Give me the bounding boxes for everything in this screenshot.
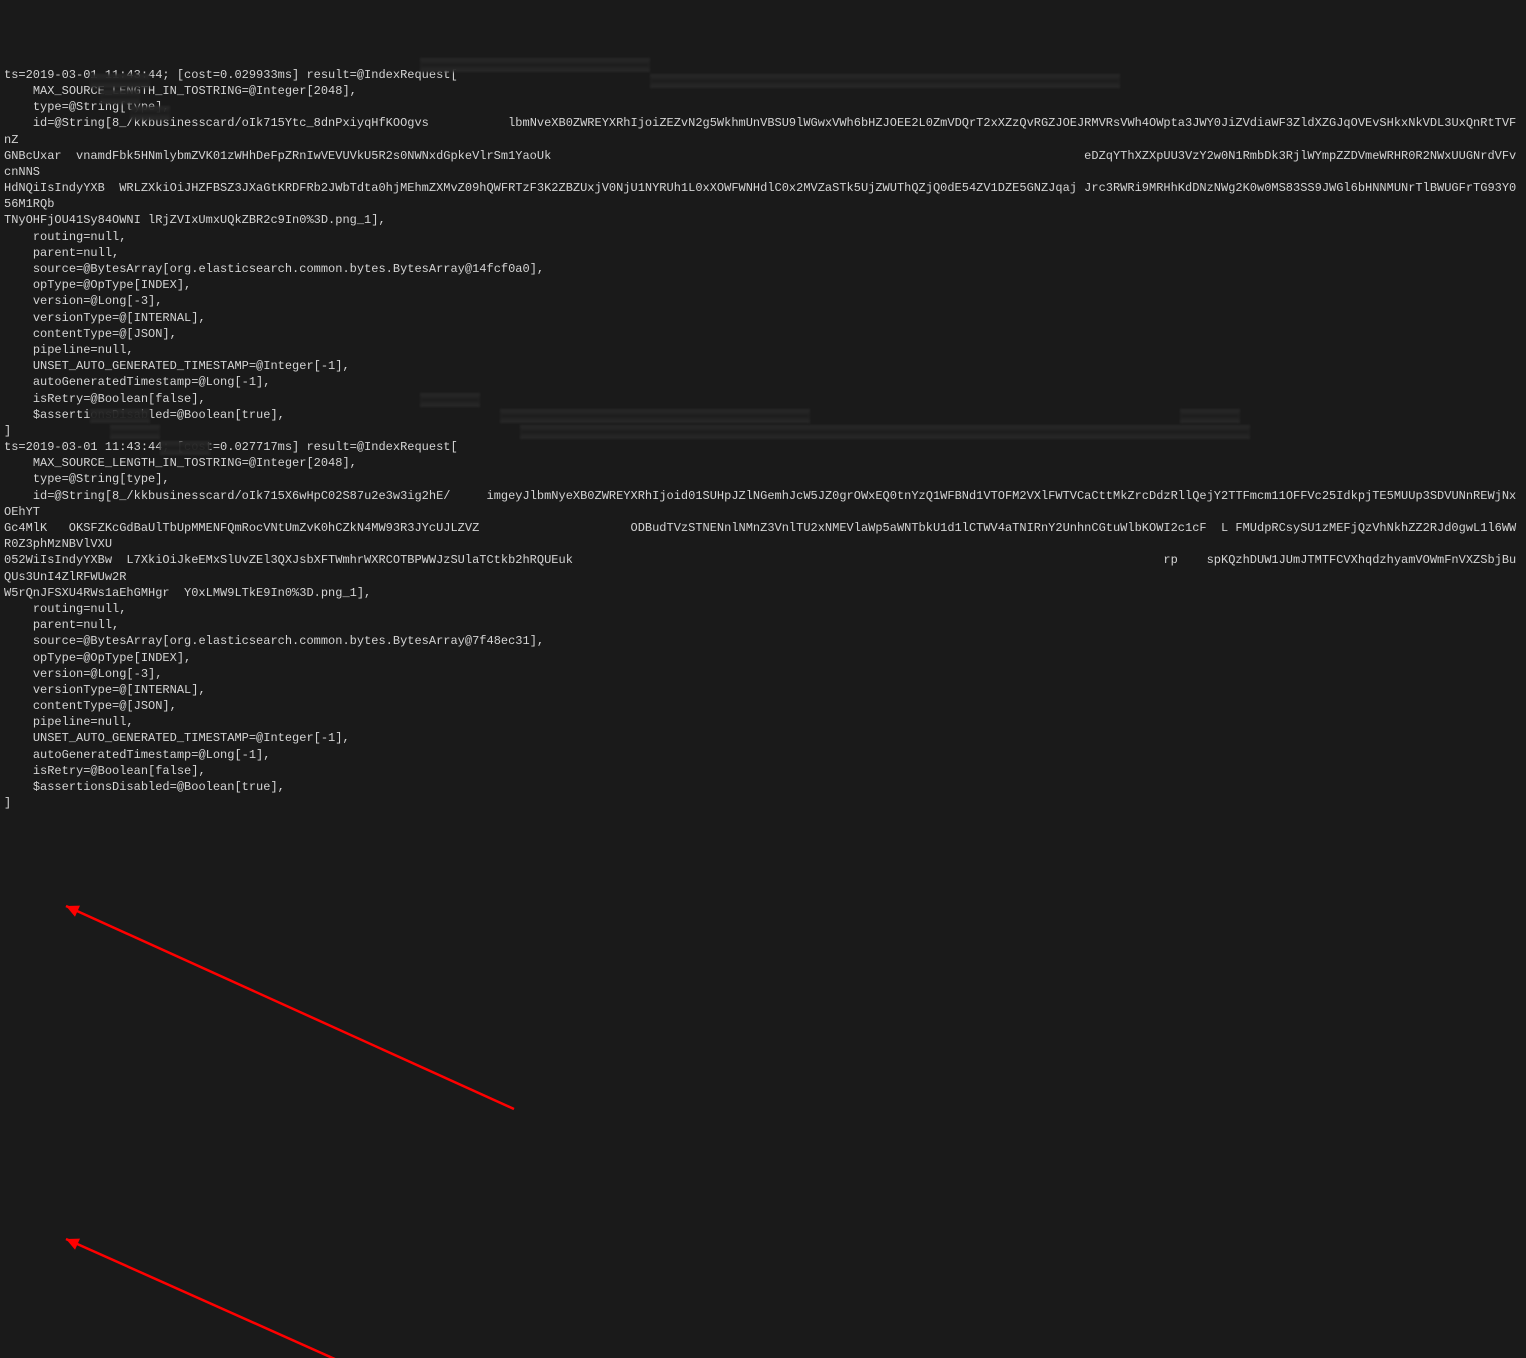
- log-line: autoGeneratedTimestamp=@Long[-1],: [4, 747, 1522, 763]
- log-line: contentType=@[JSON],: [4, 326, 1522, 342]
- log-line: routing=null,: [4, 601, 1522, 617]
- log-line: $assertionsDisabled=@Boolean[true],: [4, 779, 1522, 795]
- log-line: TNyOHFjOU41Sy84OWNI lRjZVIxUmxUQkZBR2c9I…: [4, 212, 1522, 228]
- log-line: version=@Long[-3],: [4, 293, 1522, 309]
- log-footer: ]: [4, 795, 1522, 811]
- log-line: isRetry=@Boolean[false],: [4, 763, 1522, 779]
- log-line: parent=null,: [4, 617, 1522, 633]
- log-line: pipeline=null,: [4, 342, 1522, 358]
- log-line: W5rQnJFSXU4RWs1aEhGMHgr Y0xLMW9LTkE9In0%…: [4, 585, 1522, 601]
- redaction-blur: [100, 90, 140, 104]
- redaction-blur: [90, 409, 150, 423]
- redaction-blur: [520, 425, 1250, 439]
- log-block-1: ts=2019-03-01 11:43:44; [cost=0.027717ms…: [4, 439, 1522, 811]
- redaction-blur: [1180, 409, 1240, 423]
- log-line: source=@BytesArray[org.elasticsearch.com…: [4, 261, 1522, 277]
- log-line: opType=@OpType[INDEX],: [4, 277, 1522, 293]
- log-line: id=@String[8_/kkbusinesscard/oIk715X6wHp…: [4, 488, 1522, 520]
- log-line: routing=null,: [4, 229, 1522, 245]
- annotation-arrow-head: [66, 1238, 80, 1249]
- log-block-0: ts=2019-03-01 11:43:44; [cost=0.029933ms…: [4, 67, 1522, 439]
- log-line: version=@Long[-3],: [4, 666, 1522, 682]
- annotation-arrow-head: [66, 905, 80, 916]
- log-line: MAX_SOURCE_LENGTH_IN_TOSTRING=@Integer[2…: [4, 455, 1522, 471]
- log-line: GNBcUxar vnamdFbk5HNmlybmZVK01zWHhDeFpZR…: [4, 148, 1522, 180]
- log-line: UNSET_AUTO_GENERATED_TIMESTAMP=@Integer[…: [4, 358, 1522, 374]
- log-header: ts=2019-03-01 11:43:44; [cost=0.027717ms…: [4, 439, 1522, 455]
- redaction-blur: [90, 74, 150, 88]
- redaction-blur: [420, 393, 480, 407]
- redaction-blur: [650, 74, 1120, 88]
- redaction-blur: [160, 441, 210, 455]
- log-line: type=@String[type],: [4, 99, 1522, 115]
- log-line: autoGeneratedTimestamp=@Long[-1],: [4, 374, 1522, 390]
- redaction-blur: [420, 58, 650, 72]
- annotation-arrow-line: [66, 906, 514, 1109]
- redaction-blur: [130, 106, 170, 120]
- log-line: isRetry=@Boolean[false],: [4, 391, 1522, 407]
- log-line: type=@String[type],: [4, 471, 1522, 487]
- log-line: pipeline=null,: [4, 714, 1522, 730]
- log-line: 052WiIsIndyYXBw L7XkiOiJkeEMxSlUvZEl3QXJ…: [4, 552, 1522, 584]
- log-line: contentType=@[JSON],: [4, 698, 1522, 714]
- annotation-layer: [4, 844, 1526, 1358]
- log-line: versionType=@[INTERNAL],: [4, 310, 1522, 326]
- log-line: parent=null,: [4, 245, 1522, 261]
- log-line: opType=@OpType[INDEX],: [4, 650, 1522, 666]
- annotation-arrow-line: [66, 1239, 514, 1358]
- log-line: UNSET_AUTO_GENERATED_TIMESTAMP=@Integer[…: [4, 730, 1522, 746]
- log-line: versionType=@[INTERNAL],: [4, 682, 1522, 698]
- log-line: Gc4MlK OKSFZKcGdBaUlTbUpMMENFQmRocVNtUmZ…: [4, 520, 1522, 552]
- log-line: id=@String[8_/kkbusinesscard/oIk715Ytc_8…: [4, 115, 1522, 147]
- log-line: HdNQiIsIndyYXB WRLZXkiOiJHZFBSZ3JXaGtKRD…: [4, 180, 1522, 212]
- redaction-blur: [500, 409, 810, 423]
- terminal-output: ts=2019-03-01 11:43:44; [cost=0.029933ms…: [4, 67, 1522, 812]
- log-line: source=@BytesArray[org.elasticsearch.com…: [4, 633, 1522, 649]
- redaction-blur: [110, 425, 160, 439]
